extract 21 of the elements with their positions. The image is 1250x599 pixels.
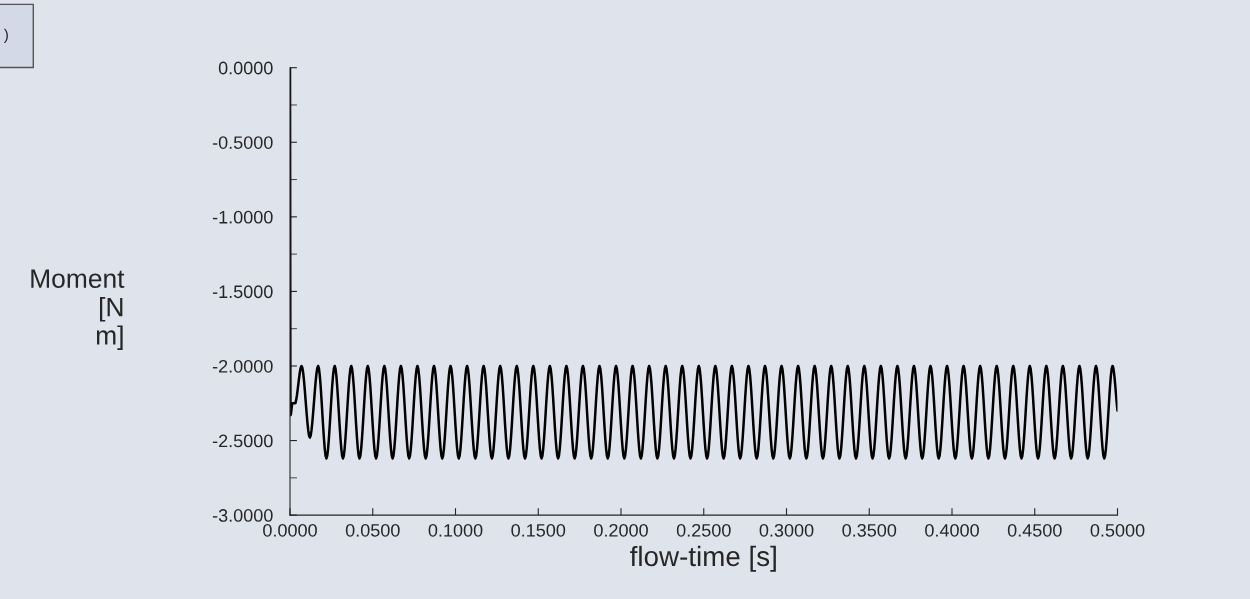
x-tick-label: 0.0500 bbox=[345, 523, 400, 537]
y-tick-label: 0.0000 bbox=[218, 61, 273, 75]
text: ) bbox=[3, 28, 8, 44]
x-tick-label: 0.5000 bbox=[1090, 523, 1145, 537]
y-tick-label: -3.0000 bbox=[212, 509, 273, 522]
x-tick-label: 0.4000 bbox=[925, 523, 979, 537]
x-tick-label: 0.3000 bbox=[759, 523, 814, 537]
x-tick-label: 0.2500 bbox=[676, 523, 731, 537]
y-tick-label: -2.5000 bbox=[212, 434, 273, 448]
y-tick-label: -0.5000 bbox=[212, 136, 273, 149]
x-tick-label: 0.2000 bbox=[594, 523, 648, 537]
x-tick-label: 0.1000 bbox=[428, 523, 483, 537]
x-tick-label: 0.1500 bbox=[511, 523, 566, 537]
x-tick-label: 0.4500 bbox=[1007, 523, 1062, 537]
x-axis-title: flow-time [s] bbox=[630, 545, 776, 572]
x-tick-label: 0.3500 bbox=[842, 523, 897, 537]
y-tick-label: -1.5000 bbox=[212, 285, 273, 299]
y-tick-label: -2.0000 bbox=[212, 359, 273, 373]
y-axis-title: Moment [N m] bbox=[31, 269, 125, 351]
x-tick-label: 0.0000 bbox=[263, 523, 317, 537]
y-tick-label: -1.0000 bbox=[212, 210, 273, 224]
